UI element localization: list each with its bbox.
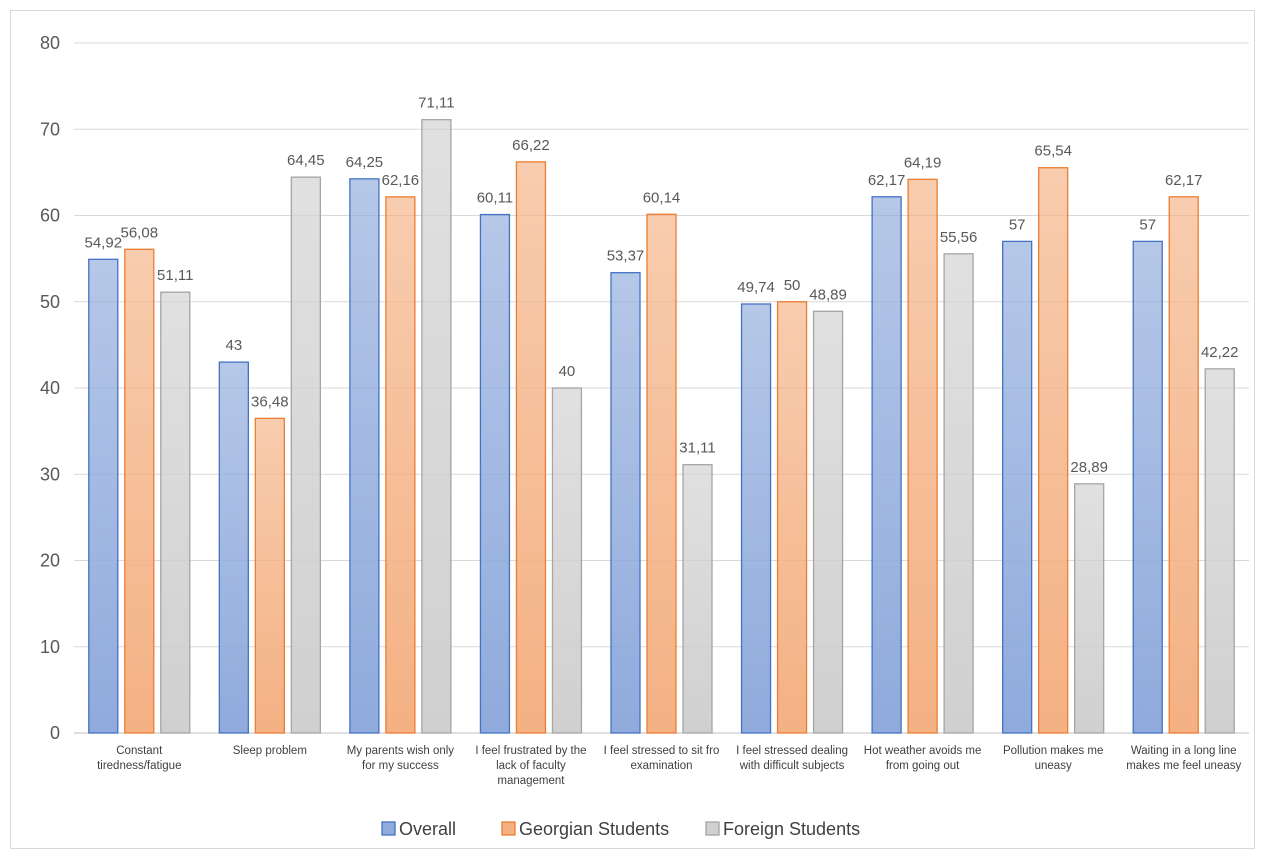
bar (479, 213, 511, 734)
x-tick-label: Waiting in a long line makes me feel unea… (1126, 745, 1241, 772)
y-axis: 0 10 20 30 40 50 60 70 80 (40, 33, 60, 743)
x-axis: Constant tiredness/fatigue Sleep problem My… (97, 745, 1241, 787)
bar (646, 213, 677, 734)
data-label: 31,11 (679, 440, 715, 457)
bar (349, 178, 380, 734)
bar (421, 119, 452, 734)
data-label: 43 (225, 337, 242, 354)
bars (88, 119, 1235, 734)
data-label: 64,19 (904, 154, 942, 171)
data-label: 64,45 (287, 152, 325, 169)
data-label: 36,48 (251, 393, 289, 410)
data-label: 55,56 (940, 229, 978, 246)
bar (1132, 240, 1163, 734)
bar (682, 464, 713, 734)
bar (290, 176, 321, 734)
data-label: 56,08 (121, 224, 159, 241)
y-tick-label: 70 (40, 119, 60, 139)
data-label: 28,89 (1070, 459, 1108, 476)
bar (776, 301, 808, 734)
bar (1038, 167, 1069, 734)
x-tick-label: Constant tiredness/fatigue (97, 745, 181, 772)
legend-swatch (381, 821, 396, 836)
data-label: 65,54 (1034, 143, 1072, 160)
data-label: 71,11 (418, 95, 454, 112)
legend-label: Georgian Students (519, 819, 669, 839)
bar (1002, 240, 1033, 734)
bar (812, 310, 844, 734)
bar (515, 161, 547, 734)
legend-label: Overall (399, 819, 456, 839)
data-label: 40 (559, 363, 576, 380)
legend-label: Foreign Students (723, 819, 860, 839)
bar (1074, 483, 1105, 734)
bar (871, 196, 902, 734)
data-label: 53,37 (607, 248, 645, 265)
data-label: 60,14 (643, 189, 681, 206)
data-label: 48,89 (809, 286, 847, 303)
data-label: 51,11 (157, 267, 193, 284)
y-tick-label: 40 (40, 378, 60, 398)
bar (740, 303, 772, 734)
y-tick-label: 60 (40, 206, 60, 226)
data-label: 42,22 (1201, 344, 1239, 361)
bar (943, 253, 974, 734)
data-label: 62,17 (868, 172, 906, 189)
data-label: 57 (1139, 216, 1156, 233)
x-tick-label: Pollution makes me uneasy (1003, 745, 1103, 772)
bar (610, 272, 641, 734)
bar (907, 178, 938, 734)
bar (88, 258, 119, 734)
data-label: 66,22 (512, 137, 550, 154)
y-tick-label: 0 (50, 723, 60, 743)
legend-swatch (705, 821, 720, 836)
bar (160, 291, 191, 734)
data-label: 60,11 (477, 190, 513, 207)
data-label: 49,74 (737, 279, 775, 296)
y-tick-label: 30 (40, 464, 60, 484)
data-label: 62,16 (382, 172, 420, 189)
y-tick-label: 80 (40, 33, 60, 53)
bar (1204, 368, 1235, 734)
data-label: 57 (1009, 216, 1026, 233)
x-tick-label: Sleep problem (233, 745, 307, 757)
data-label: 50 (784, 277, 801, 294)
legend-swatch (501, 821, 516, 836)
y-tick-label: 20 (40, 551, 60, 571)
x-tick-label: I feel stressed to sit fro examination (604, 745, 720, 772)
data-label: 64,25 (346, 154, 384, 171)
bar (385, 196, 416, 734)
y-tick-label: 10 (40, 637, 60, 657)
x-tick-label: I feel stressed dealing with difficult su… (736, 745, 848, 772)
x-tick-label: Hot weather avoids me from going out (864, 745, 982, 772)
bar (218, 361, 249, 734)
data-label: 62,17 (1165, 172, 1203, 189)
y-tick-label: 50 (40, 292, 60, 312)
data-label: 54,92 (85, 234, 123, 251)
bar (1168, 196, 1199, 734)
legend: Overall Georgian Students Foreign Students (381, 819, 860, 839)
x-tick-label: I feel frustrated by the lack of faculty m… (475, 745, 586, 787)
bar (551, 387, 583, 734)
x-tick-label: My parents wish only for my success (347, 745, 455, 772)
bar (124, 248, 155, 734)
bar (254, 417, 285, 734)
